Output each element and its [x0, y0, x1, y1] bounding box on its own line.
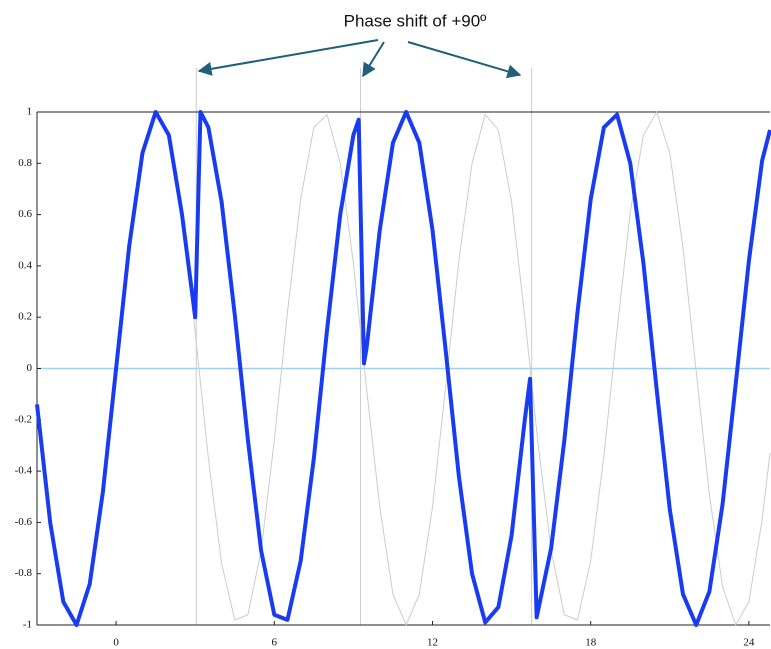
y-tick-label: 0 [27, 362, 33, 374]
y-tick-label: 0.8 [18, 157, 32, 169]
y-tick-label: -0.6 [15, 516, 33, 528]
y-tick-label: 0.6 [18, 208, 32, 220]
x-tick-label: 12 [427, 637, 438, 649]
arrow [362, 41, 385, 78]
annotation-arrows [197, 39, 522, 79]
x-tick-label: 6 [272, 637, 278, 649]
annotation: Phase shift of +90º [344, 11, 487, 30]
series-line [35, 110, 771, 627]
y-tick-label: 0.4 [18, 259, 32, 271]
x-tick-label: 0 [113, 637, 119, 649]
y-tick-label: -0.4 [15, 465, 33, 477]
y-tick-label: -0.8 [15, 567, 33, 579]
arrow [407, 41, 522, 79]
y-tick-label: 1 [27, 106, 33, 118]
arrow [197, 39, 379, 76]
x-tick-label: 24 [743, 637, 755, 649]
y-tick-label: 0.2 [18, 311, 32, 323]
x-tick-label: 18 [585, 637, 597, 649]
plot-area: -1 -0.8 -0.6 -0.4 -0.2 0 0.2 0.4 0.6 0.8 1 0 6 12 18 24 [15, 68, 771, 649]
y-tick-label: -1 [23, 619, 32, 631]
y-tick-label: -0.2 [15, 413, 32, 425]
